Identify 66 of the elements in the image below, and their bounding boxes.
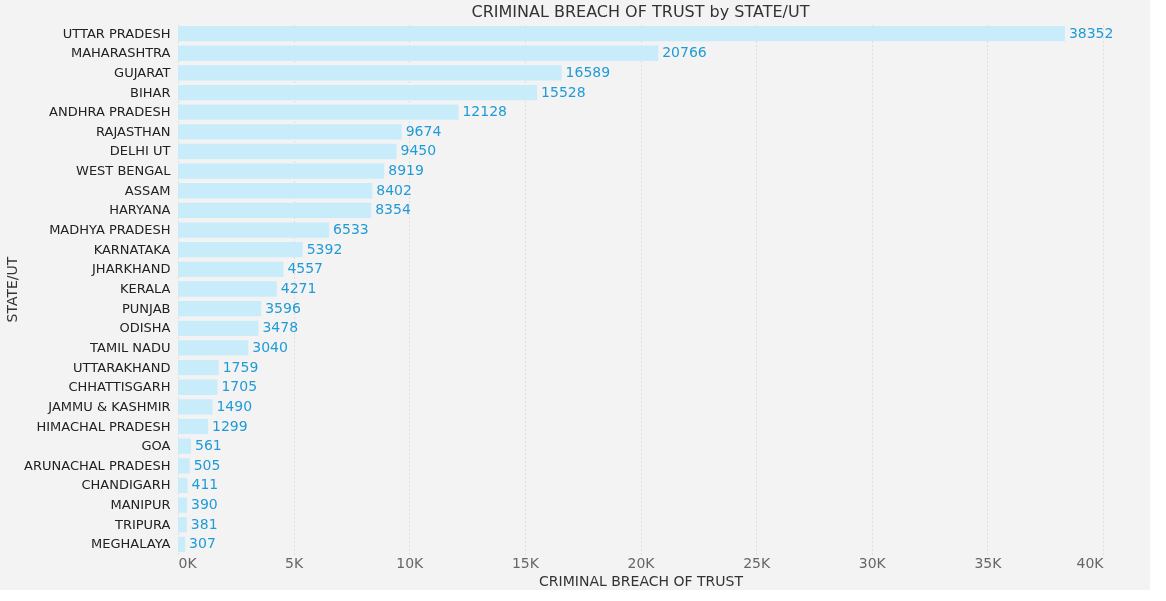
x-tick-label: 35K [974,554,1003,571]
x-tick-label: 30K [858,554,887,571]
chart-title: CRIMINAL BREACH OF TRUST by STATE/UT [471,2,810,21]
data-label: 1705 [221,378,258,395]
data-label: 3040 [252,338,288,355]
data-label: 561 [194,437,222,454]
y-tick-label: JAMMU & KASHMIR [47,398,171,414]
data-label: 381 [190,515,218,532]
data-label: 8919 [388,162,424,179]
y-tick-label: ODISHA [119,320,171,336]
data-label: 20766 [662,44,707,61]
y-tick-label: UTTARAKHAND [73,359,171,375]
y-tick-label: BIHAR [130,84,171,100]
data-label: 38352 [1068,24,1114,41]
y-tick-label: UTTAR PRADESH [62,25,171,41]
x-tick-label: 0K [178,554,198,571]
y-tick-label: JHARKHAND [91,261,171,277]
y-tick-label: KARNATAKA [93,241,171,257]
data-label: 15528 [541,83,586,100]
x-tick-label: 20K [627,554,656,571]
y-tick-label: KERALA [119,281,171,296]
y-tick-label: PUNJAB [122,300,171,316]
y-tick-label: TRIPURA [113,516,171,532]
data-label: 390 [191,496,218,513]
data-label: 6533 [333,221,369,238]
data-label: 3596 [265,299,301,316]
data-label: 8402 [376,181,412,198]
y-tick-label: CHANDIGARH [81,477,171,493]
x-tick-label: 15K [511,554,540,571]
data-label: 5392 [306,240,343,257]
x-tick-label: 40K [1076,554,1105,571]
y-tick-label: MAHARASHTRA [70,45,171,61]
data-label: 1299 [212,417,248,434]
data-label: 411 [191,476,219,493]
y-tick-label: GOA [141,438,171,454]
data-label: 307 [189,535,216,552]
data-label: 4271 [280,280,317,296]
x-tick-label: 5K [285,554,304,571]
y-tick-label: ASSAM [124,182,171,198]
y-tick-label: CHHATTISGARH [68,379,171,395]
data-label: 505 [193,456,221,473]
data-label: 4557 [287,260,324,277]
y-tick-label: RAJASTHAN [96,123,171,139]
data-label: 3478 [262,319,299,336]
y-tick-label: ARUNACHAL PRADESH [24,457,171,473]
y-tick-label: MANIPUR [110,497,171,513]
y-axis-title: STATE/UT [4,256,21,323]
x-axis-title: CRIMINAL BREACH OF TRUST [539,572,744,589]
y-tick-label: ANDHRA PRADESH [49,104,171,120]
y-tick-label: WEST BENGAL [76,163,172,179]
data-label: 9450 [400,142,437,159]
y-tick-label: MEGHALAYA [91,536,171,552]
x-tick-label: 10K [396,554,425,571]
y-tick-label: TAMIL NADU [89,339,171,355]
data-label: 1759 [222,358,259,375]
y-tick-label: GUJARAT [114,64,171,80]
x-tick-label: 25K [743,554,771,571]
data-label: 12128 [462,103,508,120]
y-tick-label: DELHI UT [109,143,171,159]
data-label: 8354 [375,201,411,218]
y-tick-label: HIMACHAL PRADESH [36,418,171,434]
data-label: 9674 [405,122,442,139]
y-tick-label: MADHYA PRADESH [49,222,171,238]
data-label: 16589 [565,63,611,80]
y-tick-label: HARYANA [109,202,171,218]
data-label: 1490 [216,397,253,414]
